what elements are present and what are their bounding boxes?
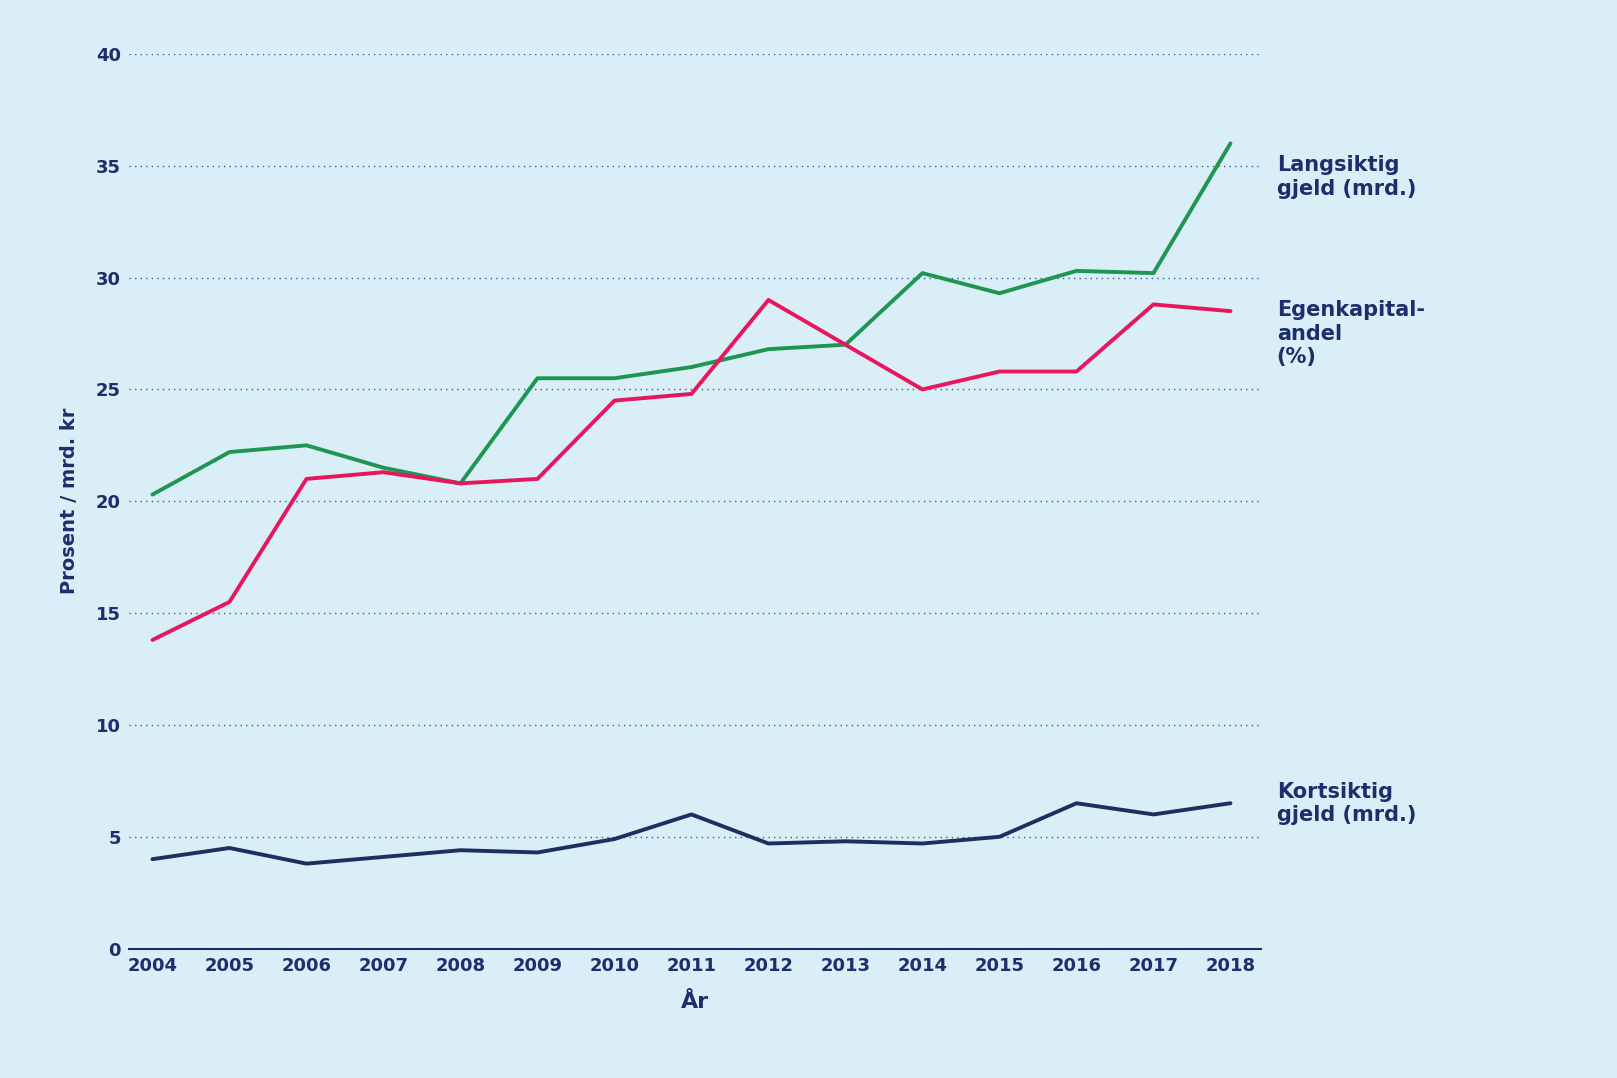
Text: Kortsiktig
gjeld (mrd.): Kortsiktig gjeld (mrd.) (1277, 782, 1416, 825)
Text: Egenkapital-
andel
(%): Egenkapital- andel (%) (1277, 301, 1425, 367)
Y-axis label: Prosent / mrd. kr: Prosent / mrd. kr (60, 409, 79, 594)
X-axis label: År: År (681, 992, 710, 1011)
Text: Langsiktig
gjeld (mrd.): Langsiktig gjeld (mrd.) (1277, 155, 1416, 198)
